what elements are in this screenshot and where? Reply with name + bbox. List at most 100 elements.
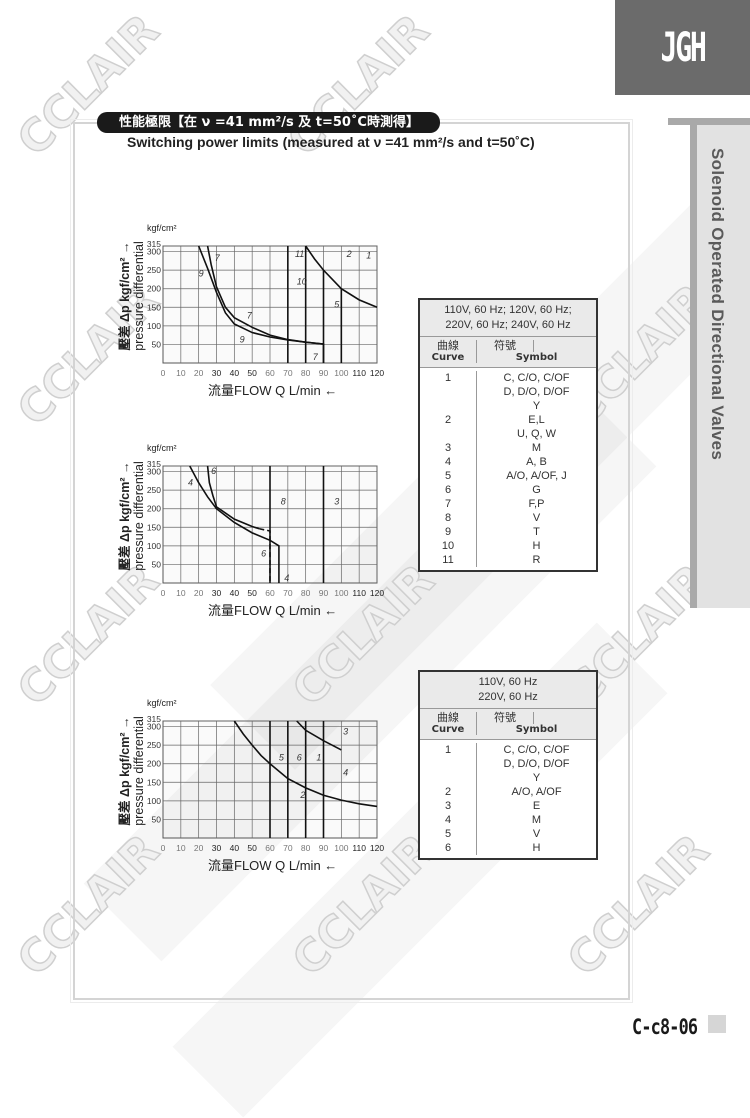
symbol-cell: A/O, A/OF, J <box>506 470 567 482</box>
x-tick-label: 0 <box>161 368 166 378</box>
brand-logo: JGH <box>615 0 750 95</box>
y-axis-label: 壓差 Δp kgf/cm² → pressure differential <box>118 456 146 576</box>
curve-label: 7 <box>215 253 221 263</box>
x-tick-label: 110 <box>352 368 366 378</box>
x-tick-label: 0 <box>161 843 166 853</box>
sidebar-bar <box>690 118 697 608</box>
x-tick-label: 70 <box>283 843 293 853</box>
y-axis-label-zh: 壓差 Δp kgf/cm² → <box>118 461 132 571</box>
x-tick-label: 40 <box>230 368 240 378</box>
x-tick-label: 110 <box>352 843 366 853</box>
symbol-cell: C, C/O, C/OF <box>503 372 570 384</box>
voltage-condition: 110V, 60 Hz; 120V, 60 Hz; 220V, 60 Hz; 24… <box>420 300 596 337</box>
x-tick-label: 70 <box>283 368 293 378</box>
symbol-header-zh: 符號 <box>477 340 534 352</box>
chart-2: 0 10 20 30 40 50 60 70 80 90 100 110 120 50 100 150 200 2… <box>110 440 390 620</box>
x-tick-label: 80 <box>301 588 311 598</box>
x-tick-label: 100 <box>334 368 348 378</box>
curve-cell: 1 <box>420 743 477 757</box>
curve-label: 1 <box>316 753 321 763</box>
y-tick-label: 315 <box>147 239 161 249</box>
curve-label: 4 <box>343 768 348 778</box>
table-row: 2 E,L <box>420 413 596 427</box>
y-axis-label-en: pressure differential <box>132 461 146 571</box>
chart-3-plot: 0 10 20 30 40 50 60 70 80 90 100 110 120 50 100 150 200 2… <box>147 714 385 853</box>
x-tick-label: 50 <box>247 368 257 378</box>
curve-label: 4 <box>188 478 193 488</box>
symbol-cell: T <box>533 526 540 538</box>
curve-cell <box>420 757 477 771</box>
y-axis-label-zh: 壓差 Δp kgf/cm² → <box>118 716 132 826</box>
x-tick-label: 80 <box>301 368 311 378</box>
x-tick-label: 10 <box>176 843 186 853</box>
symbol-header-en: Symbol <box>515 352 558 363</box>
x-tick-label: 90 <box>319 843 329 853</box>
x-tick-label: 50 <box>247 588 257 598</box>
header-divider <box>445 122 630 124</box>
y-tick-label: 250 <box>147 265 161 275</box>
curve-cell: 1 <box>420 371 477 385</box>
y-tick-label: 150 <box>147 302 161 312</box>
x-tick-label: 30 <box>212 368 222 378</box>
curve-cell: 3 <box>420 441 477 455</box>
curve-3 <box>296 720 342 751</box>
curve-cell: 5 <box>420 827 477 841</box>
curve-cell: 7 <box>420 497 477 511</box>
table-row: Y <box>420 771 596 785</box>
table-row: 2 A/O, A/OF <box>420 785 596 799</box>
curve-symbol-table-1: 110V, 60 Hz; 120V, 60 Hz; 220V, 60 Hz; 24… <box>418 298 598 572</box>
table-row: 11 R <box>420 553 596 567</box>
y-tick-label: 50 <box>152 339 162 349</box>
y-axis-label-zh: 壓差 Δp kgf/cm² → <box>118 241 132 351</box>
symbol-cell: H <box>532 540 541 552</box>
curve-cell: 6 <box>420 841 477 855</box>
symbol-cell: E,L <box>528 414 545 426</box>
symbol-header: 符號 Symbol <box>477 712 596 735</box>
symbol-header-en: Symbol <box>515 724 558 735</box>
x-tick-label: 90 <box>319 588 329 598</box>
curve-cell <box>420 427 477 441</box>
sidebar-bar <box>668 118 750 125</box>
curve-cell: 10 <box>420 539 477 553</box>
curve-cell: 11 <box>420 553 477 567</box>
curve-label: 6 <box>297 753 302 763</box>
curve-cell <box>420 385 477 399</box>
table-row: 10 H <box>420 539 596 553</box>
x-tick-label: 20 <box>194 843 204 853</box>
y-tick-label: 250 <box>147 740 161 750</box>
curve-header-en: Curve <box>431 724 465 735</box>
symbol-cell: D, D/O, D/OF <box>503 386 570 398</box>
x-axis-label: 流量FLOW Q L/min ← <box>208 858 338 873</box>
table-row: Y <box>420 399 596 413</box>
y-tick-label: 300 <box>147 467 161 477</box>
y-tick-label: 150 <box>147 777 161 787</box>
y-tick-label: 50 <box>152 814 162 824</box>
y-unit-label: kgf/cm² <box>147 698 177 708</box>
symbol-cell: Y <box>532 772 541 784</box>
x-tick-label: 100 <box>334 588 348 598</box>
chart-3: 0 10 20 30 40 50 60 70 80 90 100 110 120 50 100 150 200 2… <box>110 695 390 875</box>
x-tick-label: 60 <box>265 843 275 853</box>
table-header: 曲線 Curve 符號 Symbol <box>420 337 596 368</box>
curve-cell: 2 <box>420 785 477 799</box>
symbol-header-zh: 符號 <box>477 712 534 724</box>
curve-4 <box>189 465 280 583</box>
y-axis-label: 壓差 Δp kgf/cm² → pressure differential <box>118 236 146 356</box>
y-axis-label: 壓差 Δp kgf/cm² → pressure differential <box>118 711 146 831</box>
symbol-cell: V <box>532 512 541 524</box>
symbol-cell: M <box>531 814 542 826</box>
curve-cell: 3 <box>420 799 477 813</box>
symbol-cell: F,P <box>528 498 545 510</box>
symbol-cell: M <box>531 442 542 454</box>
symbol-cell: H <box>532 842 541 854</box>
curve-label: 4 <box>284 573 289 583</box>
symbol-cell: A, B <box>526 456 547 468</box>
symbol-cell: D, D/O, D/OF <box>503 758 570 770</box>
x-tick-label: 120 <box>370 588 384 598</box>
curve-cell: 5 <box>420 469 477 483</box>
table-row: 4 A, B <box>420 455 596 469</box>
table-row: D, D/O, D/OF <box>420 385 596 399</box>
chart-1: 0 10 20 30 40 50 60 70 80 90 100 110 120 50 100 150 200 2… <box>110 220 390 400</box>
